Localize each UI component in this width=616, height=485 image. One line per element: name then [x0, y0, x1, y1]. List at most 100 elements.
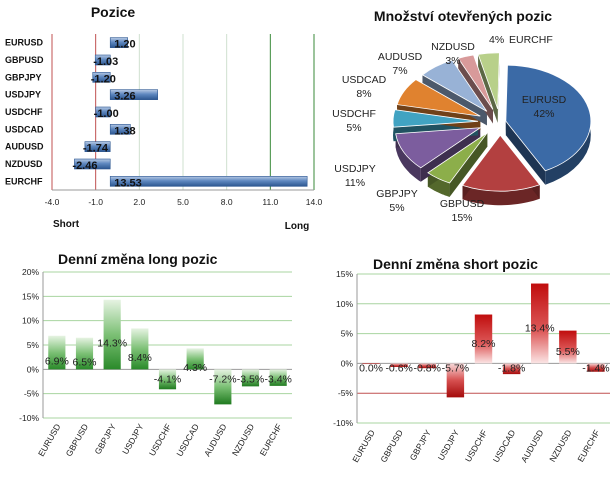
bar: [269, 369, 287, 386]
value-label: 0.0%: [359, 362, 383, 374]
value-label: 1.20: [114, 39, 135, 51]
pie-slice-wall: [478, 54, 498, 123]
pie-slice: [395, 127, 482, 169]
pie-percent: 3%: [445, 55, 460, 67]
category-label: AUDUSD: [5, 142, 44, 152]
value-label: 8.4%: [128, 352, 152, 364]
y-tick-label: -10%: [19, 413, 39, 423]
pie-slice: [457, 54, 494, 110]
value-label: -1.03: [93, 56, 118, 68]
value-label: -1.4%: [582, 362, 609, 374]
y-tick-label: 10%: [22, 316, 39, 326]
y-tick-label: 5%: [341, 329, 354, 339]
pie-slice: [505, 64, 592, 172]
pie-percent: 5%: [346, 122, 361, 134]
value-label: -0.6%: [385, 362, 412, 374]
x-tick-label: 14.0: [306, 197, 323, 207]
category-label: GBPUSD: [378, 428, 405, 464]
pie-label: NZDUSD: [431, 41, 475, 53]
value-label: -2.46: [72, 160, 97, 172]
value-label: 8.2%: [472, 338, 496, 350]
chart-title: Denní změna short pozic: [373, 256, 538, 272]
value-label: -1.8%: [498, 362, 525, 374]
pie-label: USDCAD: [342, 74, 387, 86]
pie-percent: 5%: [389, 202, 404, 214]
value-label: 13.4%: [525, 322, 555, 334]
value-label: 6.9%: [45, 356, 69, 368]
category-label: NZDUSD: [5, 159, 43, 169]
bar: [446, 363, 465, 398]
value-label: -1.00: [94, 108, 119, 120]
category-label: USDCHF: [5, 107, 43, 117]
category-label: EURUSD: [5, 38, 44, 48]
short-change-chart: Denní změna short pozic -10% -5% 0% 5% 10% 15%…: [333, 256, 610, 464]
pie-slice: [396, 79, 481, 117]
bar: [158, 369, 177, 390]
value-label: -3.5%: [237, 373, 264, 385]
value-label: 14.3%: [97, 338, 127, 350]
pie-slice: [421, 59, 488, 112]
pie-slice-wall: [505, 121, 546, 185]
value-label: 4.3%: [183, 362, 207, 374]
value-label: -5.7%: [442, 362, 469, 374]
category-label: EURCHF: [258, 422, 284, 458]
bar: [109, 37, 128, 48]
bar: [362, 363, 380, 365]
bar: [75, 337, 94, 370]
bar: [95, 106, 111, 118]
x-tick-label: -4.0: [45, 197, 60, 207]
pie-label: USDCHF: [332, 108, 376, 120]
category-label: EURUSD: [350, 428, 377, 464]
value-label: -0.8%: [414, 362, 441, 374]
category-label: EURCHF: [5, 176, 43, 186]
bar: [131, 328, 149, 370]
pie-percent: 4%: [489, 34, 504, 46]
category-label: USDJPY: [436, 428, 462, 462]
bar: [531, 283, 549, 364]
x-tick-label: 8.0: [221, 197, 233, 207]
x-tick-label: 5.0: [177, 197, 189, 207]
bar: [502, 363, 521, 375]
value-label: 13.53: [114, 177, 142, 189]
y-tick-label: 10%: [336, 299, 353, 309]
y-tick-label: 0%: [27, 364, 40, 374]
bar: [94, 54, 111, 66]
bar: [84, 141, 111, 152]
category-label: USDCAD: [174, 422, 201, 458]
bar: [74, 158, 111, 170]
category-label: AUDUSD: [519, 428, 546, 464]
pie-label: EURCHF: [509, 34, 553, 46]
category-label: USDCHF: [147, 422, 173, 458]
value-label: 3.26: [114, 91, 135, 103]
bar: [474, 314, 493, 364]
bar: [48, 335, 66, 370]
pie-label: EURUSD: [522, 94, 567, 106]
bar: [418, 363, 436, 369]
open-positions-pie-chart: Množství otevřených pozic EURUSD 42% GBPUSD…: [332, 8, 592, 224]
bar: [109, 124, 131, 135]
category-label: EURCHF: [575, 428, 601, 464]
category-label: GBPJPY: [92, 422, 118, 456]
y-tick-label: 20%: [22, 267, 39, 277]
positions-chart: Pozice -4.0 -1.0 2.0 5.0 8.0 11.0 14.0 Short Long…: [5, 4, 323, 232]
pie-slice: [427, 132, 488, 184]
bar: [109, 89, 158, 100]
short-label: Short: [53, 219, 80, 230]
value-label: 5.5%: [556, 346, 580, 358]
chart-title: Denní změna long pozic: [58, 251, 218, 267]
value-label: -7.2%: [209, 373, 236, 385]
value-label: -3.4%: [264, 373, 291, 385]
y-tick-label: 15%: [22, 291, 39, 301]
bar: [186, 348, 204, 370]
bar: [103, 299, 121, 370]
chart-title: Množství otevřených pozic: [374, 8, 552, 24]
pie-percent: 11%: [345, 177, 365, 189]
value-label: -4.1%: [154, 373, 181, 385]
long-change-chart: Denní změna long pozic -10% -5% 0% 5% 10% 15% 2…: [19, 251, 292, 458]
category-label: USDJPY: [5, 90, 41, 100]
chart-title: Pozice: [91, 4, 136, 20]
long-label: Long: [285, 221, 309, 232]
category-label: AUDUSD: [202, 422, 229, 458]
pie-percent: 8%: [356, 88, 371, 100]
